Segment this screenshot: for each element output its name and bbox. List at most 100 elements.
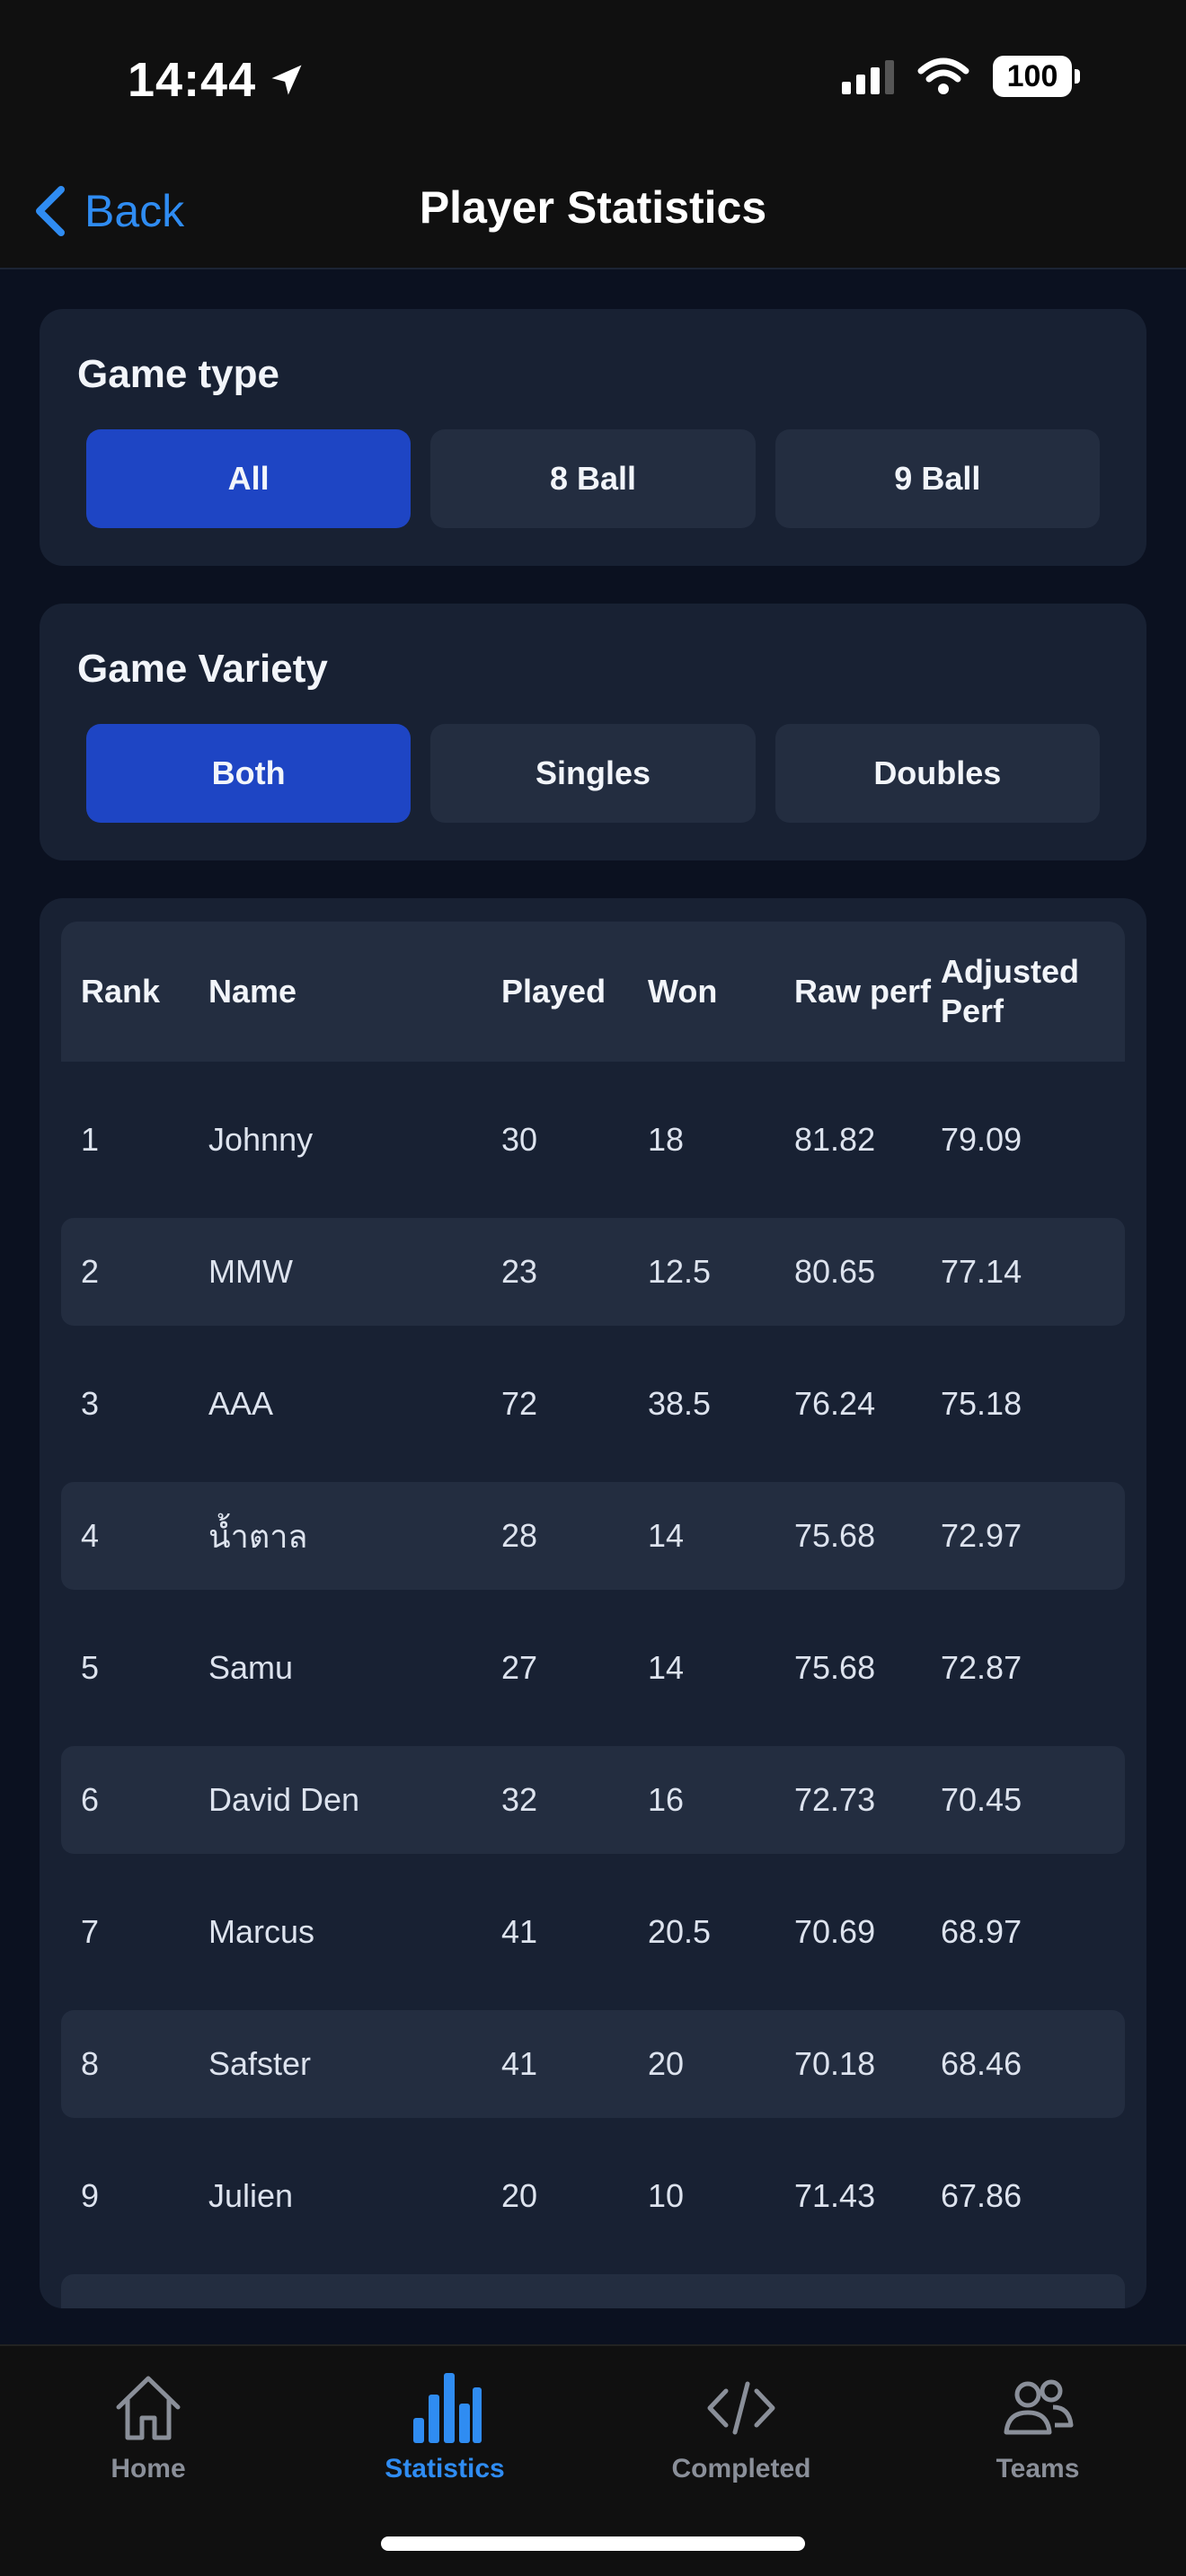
cell-played: 23 [501, 1253, 538, 1290]
cell-won: 38.5 [648, 1385, 712, 1422]
cell-raw-perf: 72.73 [794, 1781, 876, 1818]
table-row[interactable]: 1 Johnny 30 18 81.82 79.09 [61, 1086, 1125, 1194]
code-icon [707, 2381, 775, 2435]
player-stats-table-card: Rank Name Played Won Raw perf Adjusted P… [40, 898, 1146, 2308]
game-type-option-9-ball[interactable]: 9 Ball [774, 429, 1100, 528]
navigation-bar: Back Player Statistics [0, 162, 1186, 269]
table-row[interactable]: 3 AAA 72 38.5 76.24 75.18 [61, 1350, 1125, 1458]
game-variety-segmented-control: Both Singles Doubles [86, 724, 1100, 823]
people-icon [1004, 2379, 1074, 2435]
cell-name: Safster [208, 2045, 312, 2082]
statistics-icon [413, 2373, 482, 2443]
home-icon [116, 2376, 181, 2440]
game-variety-option-singles[interactable]: Singles [430, 724, 756, 823]
cell-rank: 2 [81, 1253, 100, 1290]
cell-raw-perf: 76.24 [794, 1385, 876, 1422]
cell-played: 41 [501, 1913, 538, 1950]
cell-played: 28 [501, 1517, 538, 1554]
cell-name: Julien [208, 2177, 294, 2214]
cell-raw-perf: 71.43 [794, 2177, 876, 2214]
cell-adjusted-perf: 79.09 [941, 1121, 1022, 1158]
cell-name: MMW [208, 1253, 293, 1290]
tab-statistics[interactable]: Statistics [296, 2368, 593, 2493]
cell-name: Marcus [208, 1913, 315, 1950]
cell-rank: 7 [81, 1913, 100, 1950]
tab-statistics-label: Statistics [385, 2454, 505, 2483]
header-played[interactable]: Played [501, 973, 606, 1010]
game-variety-title: Game Variety [77, 647, 328, 691]
game-type-option-all[interactable]: All [86, 429, 412, 528]
cell-rank: 9 [81, 2177, 100, 2214]
location-arrow-icon [271, 65, 302, 95]
cell-played: 72 [501, 1385, 538, 1422]
tab-completed-label: Completed [671, 2454, 811, 2483]
content-area: Game type All 8 Ball 9 Ball Game Variety… [0, 271, 1186, 2344]
cell-rank: 5 [81, 1649, 100, 1686]
cell-adjusted-perf: 68.46 [941, 2045, 1022, 2082]
cell-won: 10 [648, 2177, 685, 2214]
tab-teams-label: Teams [996, 2454, 1080, 2483]
table-row[interactable]: 4 น้ำตาล 28 14 75.68 72.97 [61, 1482, 1125, 1590]
battery-icon: 100 [993, 56, 1080, 97]
tab-completed[interactable]: Completed [593, 2368, 890, 2493]
cell-won: 14 [648, 1649, 685, 1686]
status-time-text: 14:44 [128, 53, 257, 107]
cell-won: 16 [648, 1781, 685, 1818]
cell-won: 18 [648, 1121, 685, 1158]
cell-adjusted-perf: 70.45 [941, 1781, 1022, 1818]
table-header: Rank Name Played Won Raw perf Adjusted P… [61, 922, 1125, 1062]
back-label: Back [84, 186, 185, 236]
cell-rank: 3 [81, 1385, 100, 1422]
back-button[interactable]: Back [32, 180, 184, 243]
player-stats-table[interactable]: Rank Name Played Won Raw perf Adjusted P… [61, 922, 1125, 2308]
game-type-option-8-ball[interactable]: 8 Ball [430, 429, 756, 528]
cell-raw-perf: 80.65 [794, 1253, 876, 1290]
cell-name: David Den [208, 1781, 360, 1818]
table-row[interactable]: 9 Julien 20 10 71.43 67.86 [61, 2142, 1125, 2250]
header-rank[interactable]: Rank [81, 973, 161, 1010]
cellular-signal-icon [842, 58, 894, 94]
cell-name: Samu [208, 1649, 294, 1686]
header-adjusted-perf[interactable]: Adjusted Perf [941, 953, 1080, 1029]
game-variety-card: Game Variety Both Singles Doubles [40, 604, 1146, 860]
cell-adjusted-perf: 72.97 [941, 1517, 1022, 1554]
wifi-icon [917, 57, 969, 94]
chevron-left-icon [36, 186, 65, 236]
cell-rank: 4 [81, 1517, 100, 1554]
cell-adjusted-perf: 67.86 [941, 2177, 1022, 2214]
cell-name: AAA [208, 1385, 274, 1422]
table-row[interactable]: 2 MMW 23 12.5 80.65 77.14 [61, 1218, 1125, 1326]
status-indicators: 100 [842, 56, 1080, 97]
cell-played: 20 [501, 2177, 538, 2214]
game-type-card: Game type All 8 Ball 9 Ball [40, 309, 1146, 566]
tab-home[interactable]: Home [0, 2368, 296, 2493]
header-raw-perf[interactable]: Raw perf [794, 973, 932, 1010]
cell-raw-perf: 75.68 [794, 1649, 876, 1686]
cell-raw-perf: 81.82 [794, 1121, 876, 1158]
cell-won: 12.5 [648, 1253, 712, 1290]
status-bar: 14:44 100 [0, 0, 1186, 162]
page-title: Player Statistics [419, 182, 767, 233]
table-row[interactable]: 5 Samu 27 14 75.68 72.87 [61, 1614, 1125, 1722]
header-won[interactable]: Won [648, 973, 718, 1010]
status-time: 14:44 [128, 52, 306, 108]
cell-played: 30 [501, 1121, 538, 1158]
cell-rank: 6 [81, 1781, 100, 1818]
cell-played: 41 [501, 2045, 538, 2082]
cell-adjusted-perf: 68.97 [941, 1913, 1022, 1950]
game-type-title: Game type [77, 352, 279, 396]
table-row[interactable]: 7 Marcus 41 20.5 70.69 68.97 [61, 1878, 1125, 1986]
cell-won: 20.5 [648, 1913, 712, 1950]
game-variety-option-doubles[interactable]: Doubles [774, 724, 1100, 823]
header-name[interactable]: Name [208, 973, 297, 1010]
game-type-segmented-control: All 8 Ball 9 Ball [86, 429, 1100, 528]
table-row[interactable]: 8 Safster 41 20 70.18 68.46 [61, 2010, 1125, 2118]
cell-adjusted-perf: 77.14 [941, 1253, 1022, 1290]
cell-won: 14 [648, 1517, 685, 1554]
cell-rank: 8 [81, 2045, 100, 2082]
tab-home-label: Home [111, 2454, 186, 2483]
tab-teams[interactable]: Teams [890, 2368, 1186, 2493]
battery-level: 100 [993, 56, 1072, 97]
game-variety-option-both[interactable]: Both [86, 724, 412, 823]
table-row[interactable]: 6 David Den 32 16 72.73 70.45 [61, 1746, 1125, 1854]
